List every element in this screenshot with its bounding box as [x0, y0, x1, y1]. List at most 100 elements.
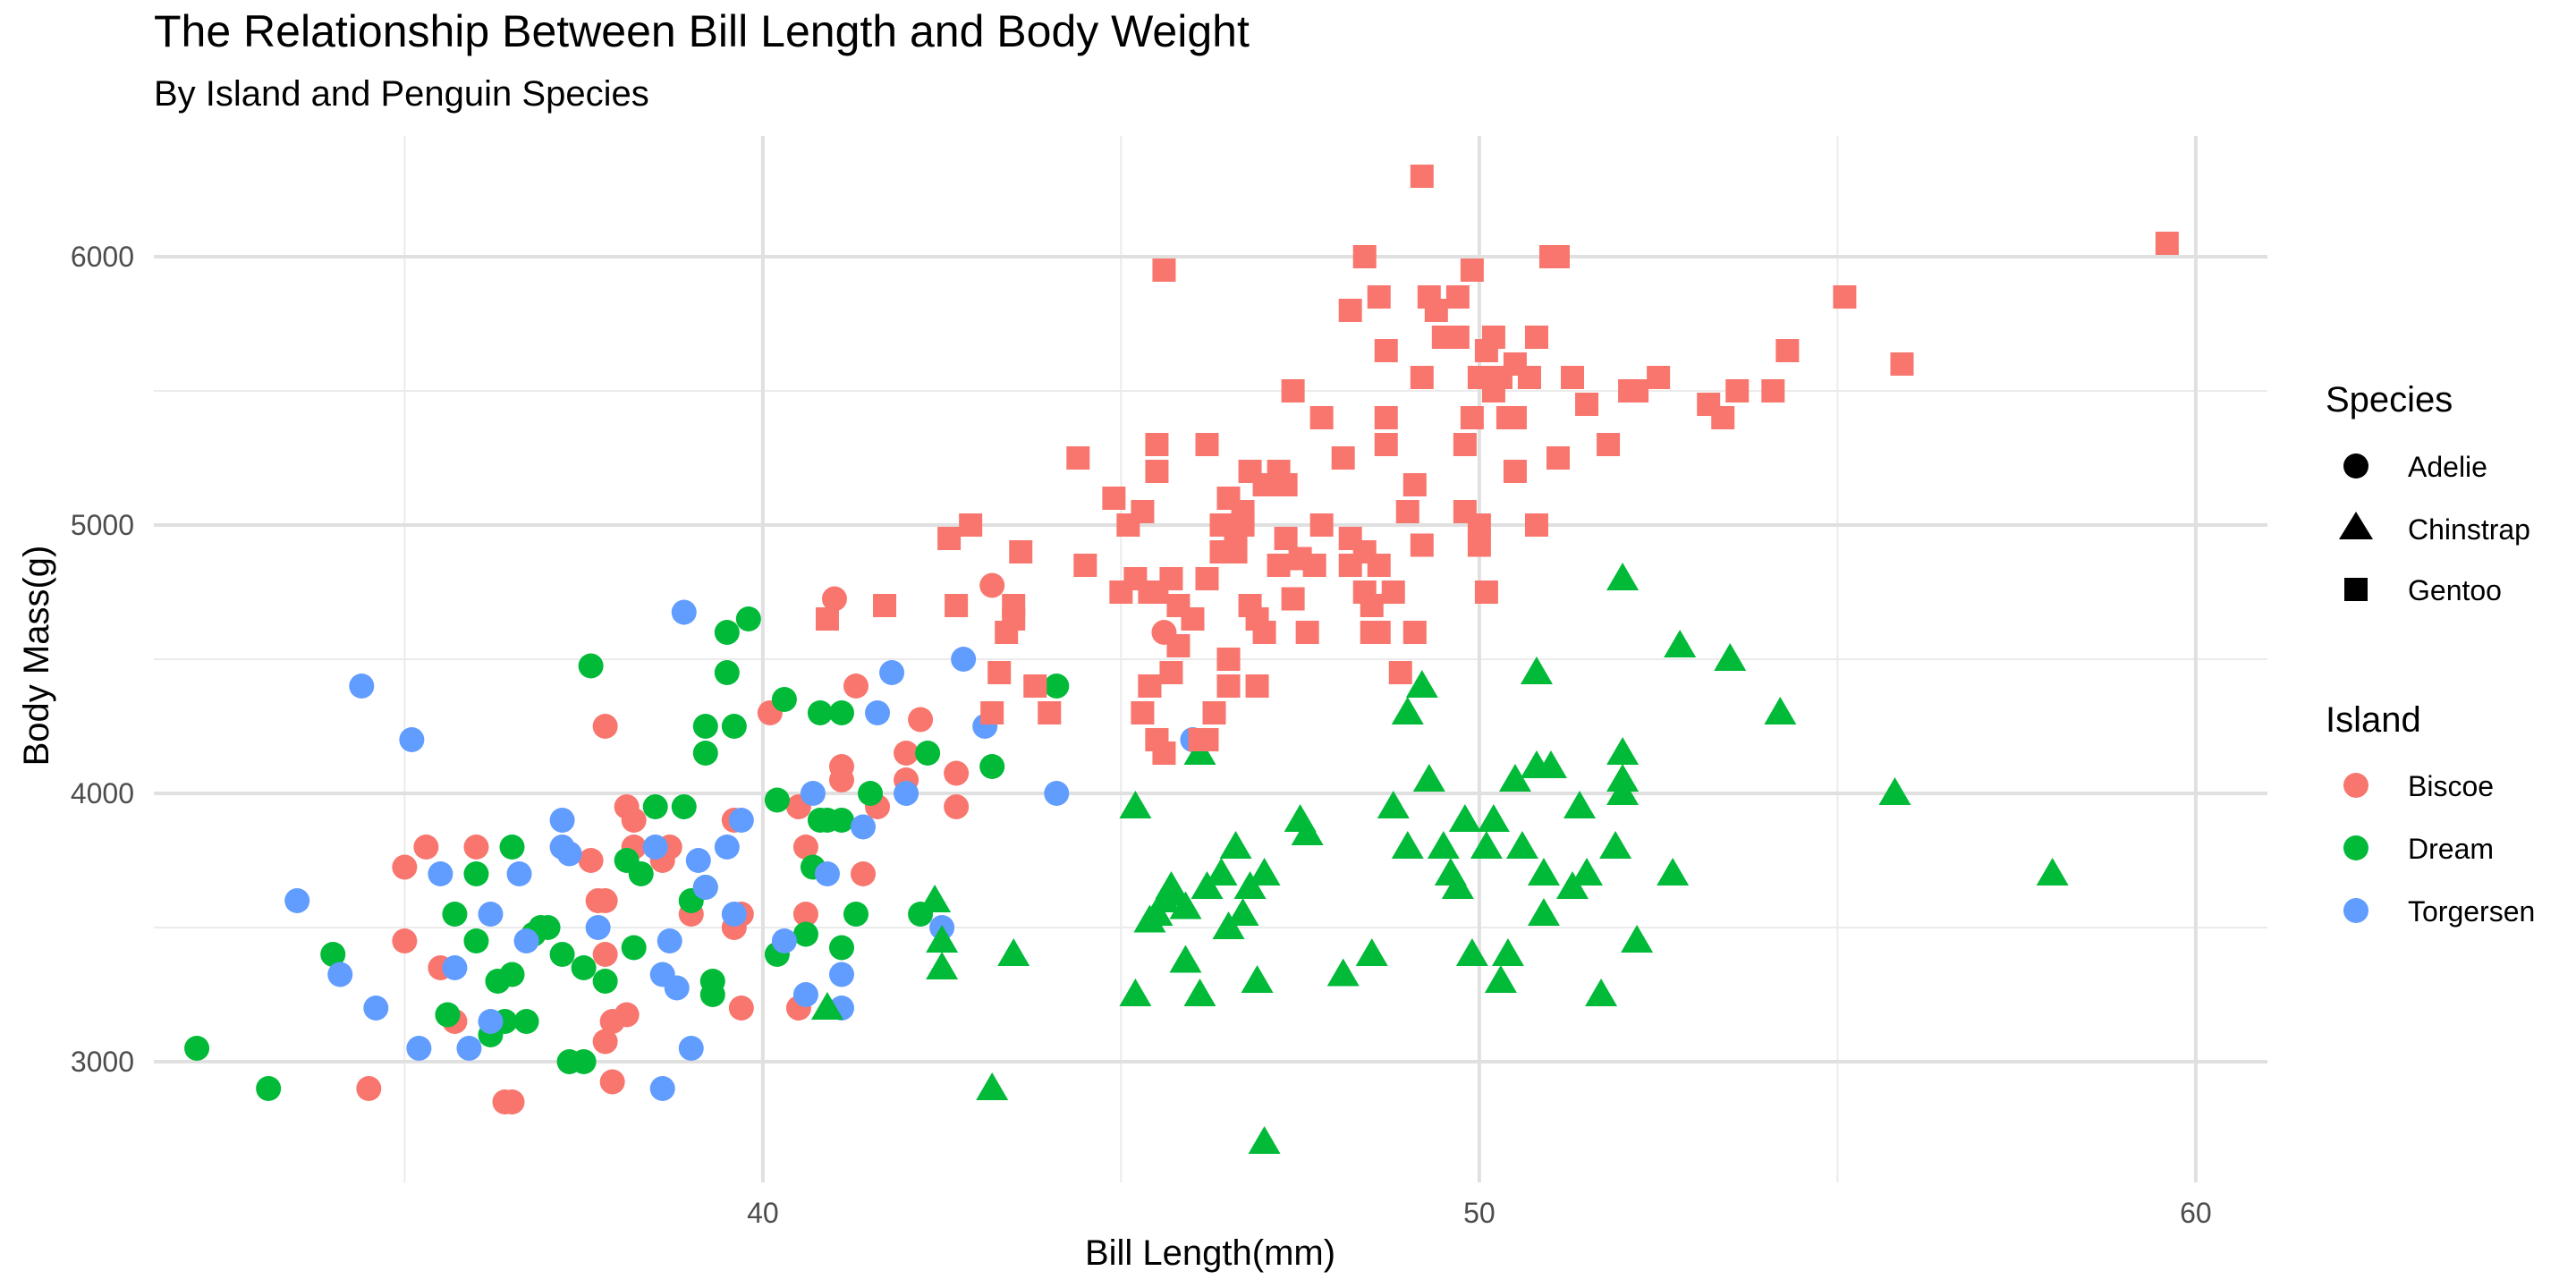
data-point-chinstrap-dream	[976, 1072, 1009, 1100]
data-point-chinstrap-dream	[1878, 777, 1911, 805]
data-point-adelie-torgersen	[771, 928, 797, 953]
minor-gridlines	[154, 136, 2267, 1182]
data-point-gentoo-biscoe	[1295, 621, 1319, 644]
data-point-chinstrap-dream	[1505, 831, 1538, 859]
data-point-gentoo-biscoe	[1402, 621, 1427, 644]
data-point-gentoo-biscoe	[1023, 674, 1047, 698]
x-axis-label: Bill Length(mm)	[1085, 1233, 1335, 1273]
data-point-adelie-torgersen	[657, 928, 682, 953]
data-point-gentoo-biscoe	[1309, 406, 1334, 429]
data-point-gentoo-biscoe	[1245, 674, 1269, 698]
data-point-chinstrap-dream	[810, 992, 843, 1020]
data-point-chinstrap-dream	[2036, 858, 2069, 886]
data-point-adelie-torgersen	[649, 1076, 675, 1101]
data-point-adelie-biscoe	[728, 996, 754, 1021]
data-point-adelie-dream	[764, 787, 790, 813]
data-point-gentoo-biscoe	[1546, 446, 1570, 470]
y-tick-label: 6000	[71, 241, 134, 273]
data-point-chinstrap-dream	[1599, 831, 1632, 859]
data-point-chinstrap-dream	[919, 885, 952, 912]
data-point-chinstrap-dream	[1606, 563, 1640, 590]
x-tick-label: 40	[747, 1197, 779, 1229]
data-point-adelie-dream	[692, 741, 718, 766]
data-point-gentoo-biscoe	[959, 513, 983, 537]
data-point-chinstrap-dream	[1169, 945, 1202, 973]
legend-species: Species Adelie Chinstrap Gentoo	[2326, 380, 2530, 606]
data-point-gentoo-biscoe	[1352, 245, 1377, 268]
data-point-gentoo-biscoe	[1453, 500, 1477, 523]
data-point-gentoo-biscoe	[1138, 674, 1162, 698]
data-point-gentoo-biscoe	[1561, 366, 1585, 389]
legend-biscoe-swatch	[2343, 773, 2368, 798]
data-point-gentoo-biscoe	[1833, 285, 1857, 309]
legend-island: Island Biscoe Dream Torgersen	[2326, 700, 2535, 928]
y-tick-label: 4000	[71, 777, 134, 809]
data-point-adelie-torgersen	[792, 982, 818, 1007]
data-point-chinstrap-dream	[1248, 1126, 1281, 1154]
data-point-gentoo-biscoe	[945, 594, 969, 617]
y-axis-ticks: 3000 4000 5000 6000	[71, 241, 134, 1078]
data-point-gentoo-biscoe	[1467, 533, 1491, 557]
data-point-gentoo-biscoe	[1711, 406, 1735, 429]
data-point-adelie-biscoe	[828, 767, 854, 792]
data-point-chinstrap-dream	[1119, 979, 1152, 1006]
data-point-gentoo-biscoe	[1002, 594, 1026, 617]
data-point-adelie-biscoe	[843, 674, 869, 699]
data-point-chinstrap-dream	[1241, 965, 1274, 993]
data-point-chinstrap-dream	[1657, 858, 1690, 886]
data-point-adelie-biscoe	[621, 808, 647, 833]
data-point-gentoo-biscoe	[1159, 567, 1183, 590]
data-point-adelie-torgersen	[721, 902, 747, 927]
data-point-adelie-biscoe	[592, 888, 618, 913]
data-point-gentoo-biscoe	[1274, 527, 1298, 550]
data-point-gentoo-biscoe	[1360, 594, 1384, 617]
data-point-adelie-dream	[828, 808, 854, 833]
plot-panel	[154, 136, 2267, 1182]
data-point-gentoo-biscoe	[937, 527, 962, 550]
data-point-adelie-torgersen	[879, 660, 905, 685]
data-point-chinstrap-dream	[1585, 979, 1618, 1006]
data-point-chinstrap-dream	[1606, 764, 1640, 792]
data-point-chinstrap-dream	[1520, 657, 1553, 684]
data-point-gentoo-biscoe	[1388, 661, 1412, 684]
data-point-gentoo-biscoe	[1367, 285, 1391, 309]
data-point-adelie-biscoe	[592, 714, 618, 739]
data-point-gentoo-biscoe	[1267, 554, 1291, 577]
data-point-adelie-torgersen	[399, 727, 425, 752]
data-point-adelie-dream	[714, 660, 740, 685]
data-point-adelie-biscoe	[851, 861, 877, 886]
data-point-adelie-dream	[671, 794, 697, 819]
data-point-gentoo-biscoe	[1231, 513, 1255, 537]
legend-square-icon	[2344, 578, 2368, 601]
legend-dream-swatch	[2343, 835, 2368, 860]
data-point-gentoo-biscoe	[1524, 326, 1548, 349]
data-point-gentoo-biscoe	[1445, 285, 1470, 309]
data-point-adelie-torgersen	[642, 835, 668, 860]
data-point-adelie-torgersen	[327, 962, 353, 987]
data-point-gentoo-biscoe	[1503, 460, 1527, 483]
data-point-adelie-dream	[915, 741, 941, 766]
legend-species-label-gentoo: Gentoo	[2408, 574, 2502, 606]
data-point-adelie-dream	[499, 835, 525, 860]
data-point-adelie-dream	[184, 1036, 210, 1061]
data-point-chinstrap-dream	[1219, 831, 1252, 859]
data-point-adelie-torgersen	[456, 1036, 482, 1061]
data-point-adelie-dream	[463, 928, 489, 953]
data-point-adelie-biscoe	[392, 928, 418, 953]
data-point-chinstrap-dream	[1377, 791, 1410, 818]
y-tick-label: 3000	[71, 1046, 134, 1078]
data-point-adelie-torgersen	[284, 888, 310, 913]
data-point-adelie-torgersen	[828, 962, 854, 987]
data-point-gentoo-biscoe	[1890, 352, 1914, 376]
data-point-adelie-biscoe	[578, 848, 604, 873]
data-point-chinstrap-dream	[1470, 831, 1503, 859]
data-point-gentoo-biscoe	[1524, 513, 1548, 537]
data-point-chinstrap-dream	[1448, 804, 1481, 832]
x-tick-label: 60	[2180, 1197, 2212, 1229]
data-point-gentoo-biscoe	[1481, 379, 1505, 402]
data-point-gentoo-biscoe	[1281, 587, 1305, 611]
data-point-gentoo-biscoe	[1202, 701, 1226, 724]
data-point-gentoo-biscoe	[1131, 500, 1155, 523]
data-point-gentoo-biscoe	[1216, 674, 1241, 698]
legend-torgersen-swatch	[2343, 898, 2368, 923]
